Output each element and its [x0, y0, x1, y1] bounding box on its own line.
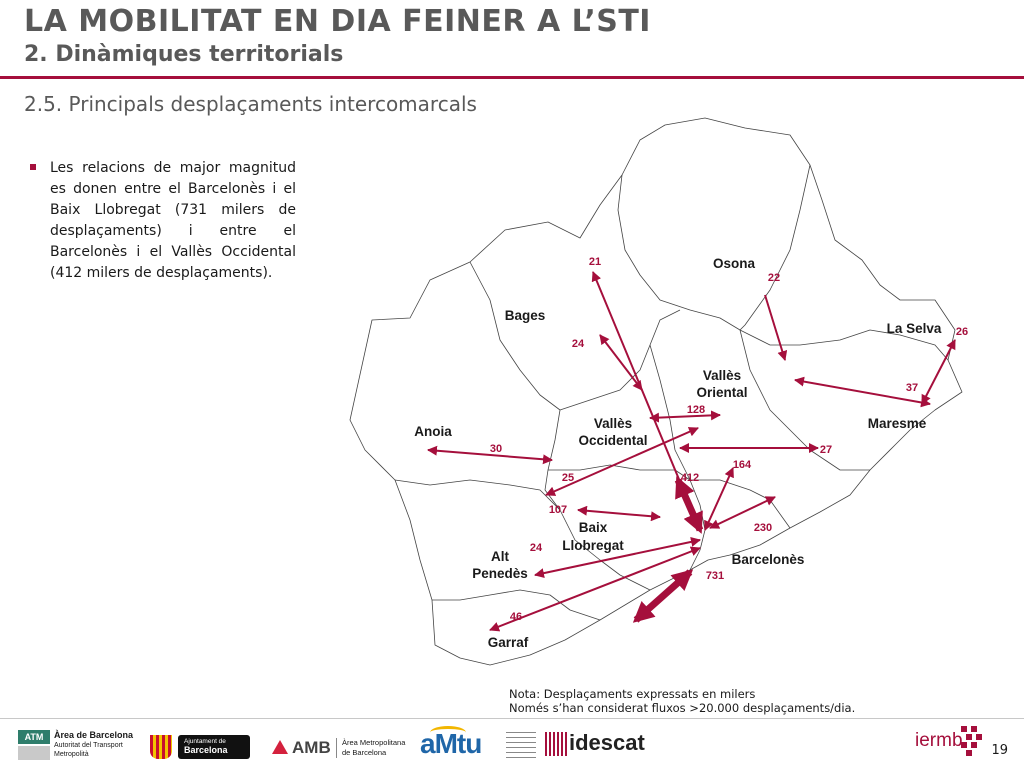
- arrow-baix-bcn-thick: [632, 569, 694, 623]
- flow-label-baix-bcn: 731: [706, 570, 724, 582]
- atm-line-1: Àrea de Barcelona: [54, 730, 134, 740]
- flow-label-vallesocc-bcn: 412: [681, 472, 699, 484]
- label-valles-occidental-1: Vallès: [594, 416, 632, 431]
- map-note: Nota: Desplaçaments expressats en milers…: [509, 687, 855, 715]
- map-outline: [349, 117, 963, 666]
- arrow-maresme-bcn: [709, 496, 776, 529]
- flow-label-bages-bcn: 21: [589, 256, 601, 268]
- label-maresme: Maresme: [868, 416, 927, 431]
- note-line-2: Només s’han considerat fluxos >20.000 de…: [509, 701, 856, 715]
- iermb-logo: iermb: [915, 724, 985, 760]
- label-barcelones: Barcelonès: [732, 552, 805, 567]
- atm-badge: ATM: [18, 730, 50, 744]
- flow-label-selva-maresme: 26: [956, 326, 968, 338]
- label-alt-penedes-2: Penedès: [472, 566, 528, 581]
- ajuntament-logo: Ajuntament de Barcelona: [150, 733, 252, 761]
- arrow-vallesor-bcn: [704, 467, 734, 531]
- ajuntament-line-1: Ajuntament de: [184, 738, 226, 745]
- note-line-1: Nota: Desplaçaments expressats en milers: [509, 687, 756, 701]
- iermb-pixel-icon: [961, 726, 982, 756]
- ajuntament-line-2: Barcelona: [184, 745, 228, 755]
- flow-label-vallesor-bcn: 164: [733, 459, 752, 471]
- flow-label-vallesocc-maresme: 27: [820, 444, 832, 456]
- amtu-swoosh-icon: [430, 726, 466, 739]
- label-garraf: Garraf: [488, 635, 529, 650]
- amtu-tagline-lines: [506, 732, 536, 758]
- flow-label-vallesocc-vallesor: 128: [687, 404, 705, 416]
- flow-label-maresme-vallesor: 37: [906, 382, 918, 394]
- amb-separator: [336, 738, 337, 758]
- iermb-wordmark: iermb: [915, 730, 963, 751]
- arrow-baix-vallesocc: [545, 427, 699, 496]
- border-bcn-vallesor: [690, 479, 791, 529]
- flow-label-anoia-vallesocc: 30: [490, 443, 502, 455]
- ajuntament-shield-icon: [150, 735, 172, 759]
- border-osona-bages: [617, 174, 741, 331]
- atm-line-2: Autoritat del Transport: [54, 742, 123, 749]
- page-title: LA MOBILITAT EN DIA FEINER A L’STI: [24, 4, 651, 39]
- arrow-vallesocc-bcn-thick: [674, 476, 704, 534]
- atm-logo: ATM Àrea de Barcelona Autoritat del Tran…: [18, 730, 134, 762]
- footer-divider: [0, 718, 1024, 719]
- label-osona: Osona: [713, 256, 756, 271]
- label-valles-oriental-2: Oriental: [696, 385, 747, 400]
- arrow-vallesocc-vallesor: [649, 410, 721, 423]
- amtu-logo: aMtu: [420, 726, 538, 764]
- atm-badge-base: [18, 746, 50, 760]
- amb-line-1: Àrea Metropolitana: [342, 738, 406, 747]
- border-vallesor-maresme: [739, 329, 870, 471]
- label-baix-llobregat-2: Llobregat: [562, 538, 624, 553]
- ajuntament-plate: Ajuntament de Barcelona: [178, 735, 250, 759]
- flow-label-altpenedes-bcn: 24: [530, 542, 543, 554]
- bullet-list: Les relacions de major magnitud es donen…: [30, 158, 296, 284]
- flow-label-bages-vallesocc: 24: [572, 338, 585, 350]
- flow-label-garraf-bcn: 46: [510, 611, 522, 623]
- border-osona-selva: [739, 164, 811, 331]
- section-heading: 2.5. Principals desplaçaments intercomar…: [24, 92, 477, 116]
- label-la-selva: La Selva: [887, 321, 942, 336]
- arrow-anoia-vallesocc: [427, 445, 553, 465]
- flow-label-baix-vallesor: 107: [549, 504, 567, 516]
- flow-label-osona-vallesor: 22: [768, 272, 780, 284]
- page-subtitle: 2. Dinàmiques territorials: [24, 42, 344, 67]
- idescat-barcode-icon: [545, 732, 567, 756]
- border-anoia-alt: [394, 479, 561, 511]
- flow-label-baix-vallesocc: 25: [562, 472, 574, 484]
- idescat-logo: idescat: [545, 730, 649, 760]
- amb-wordmark: AMB: [292, 738, 331, 757]
- flow-label-maresme-bcn: 230: [754, 522, 772, 534]
- bullet-square-icon: [30, 164, 36, 170]
- arrow-garraf-bcn: [489, 546, 701, 632]
- label-baix-llobregat-1: Baix: [579, 520, 608, 535]
- border-bages-anoia: [469, 261, 561, 411]
- bullet-item: Les relacions de major magnitud es donen…: [50, 160, 296, 281]
- atm-line-3: Metropolità: [54, 751, 89, 758]
- label-bages: Bages: [505, 308, 546, 323]
- page-number: 19: [991, 743, 1008, 758]
- header-divider: [0, 76, 1024, 79]
- label-alt-penedes-1: Alt: [491, 549, 510, 564]
- idescat-wordmark: idescat: [569, 730, 645, 755]
- label-anoia: Anoia: [414, 424, 452, 439]
- arrow-osona-vallesor: [764, 294, 788, 361]
- amb-line-2: de Barcelona: [342, 748, 387, 757]
- amb-logo: AMB Àrea Metropolitana de Barcelona: [272, 734, 407, 762]
- arrow-bages-vallesocc: [599, 334, 643, 391]
- label-valles-occidental-2: Occidental: [578, 433, 647, 448]
- amb-triangle-icon: [272, 740, 288, 754]
- arrow-baix-vallesor: [577, 505, 661, 522]
- label-valles-oriental-1: Vallès: [703, 368, 741, 383]
- arrow-maresme-vallesor: [794, 376, 931, 408]
